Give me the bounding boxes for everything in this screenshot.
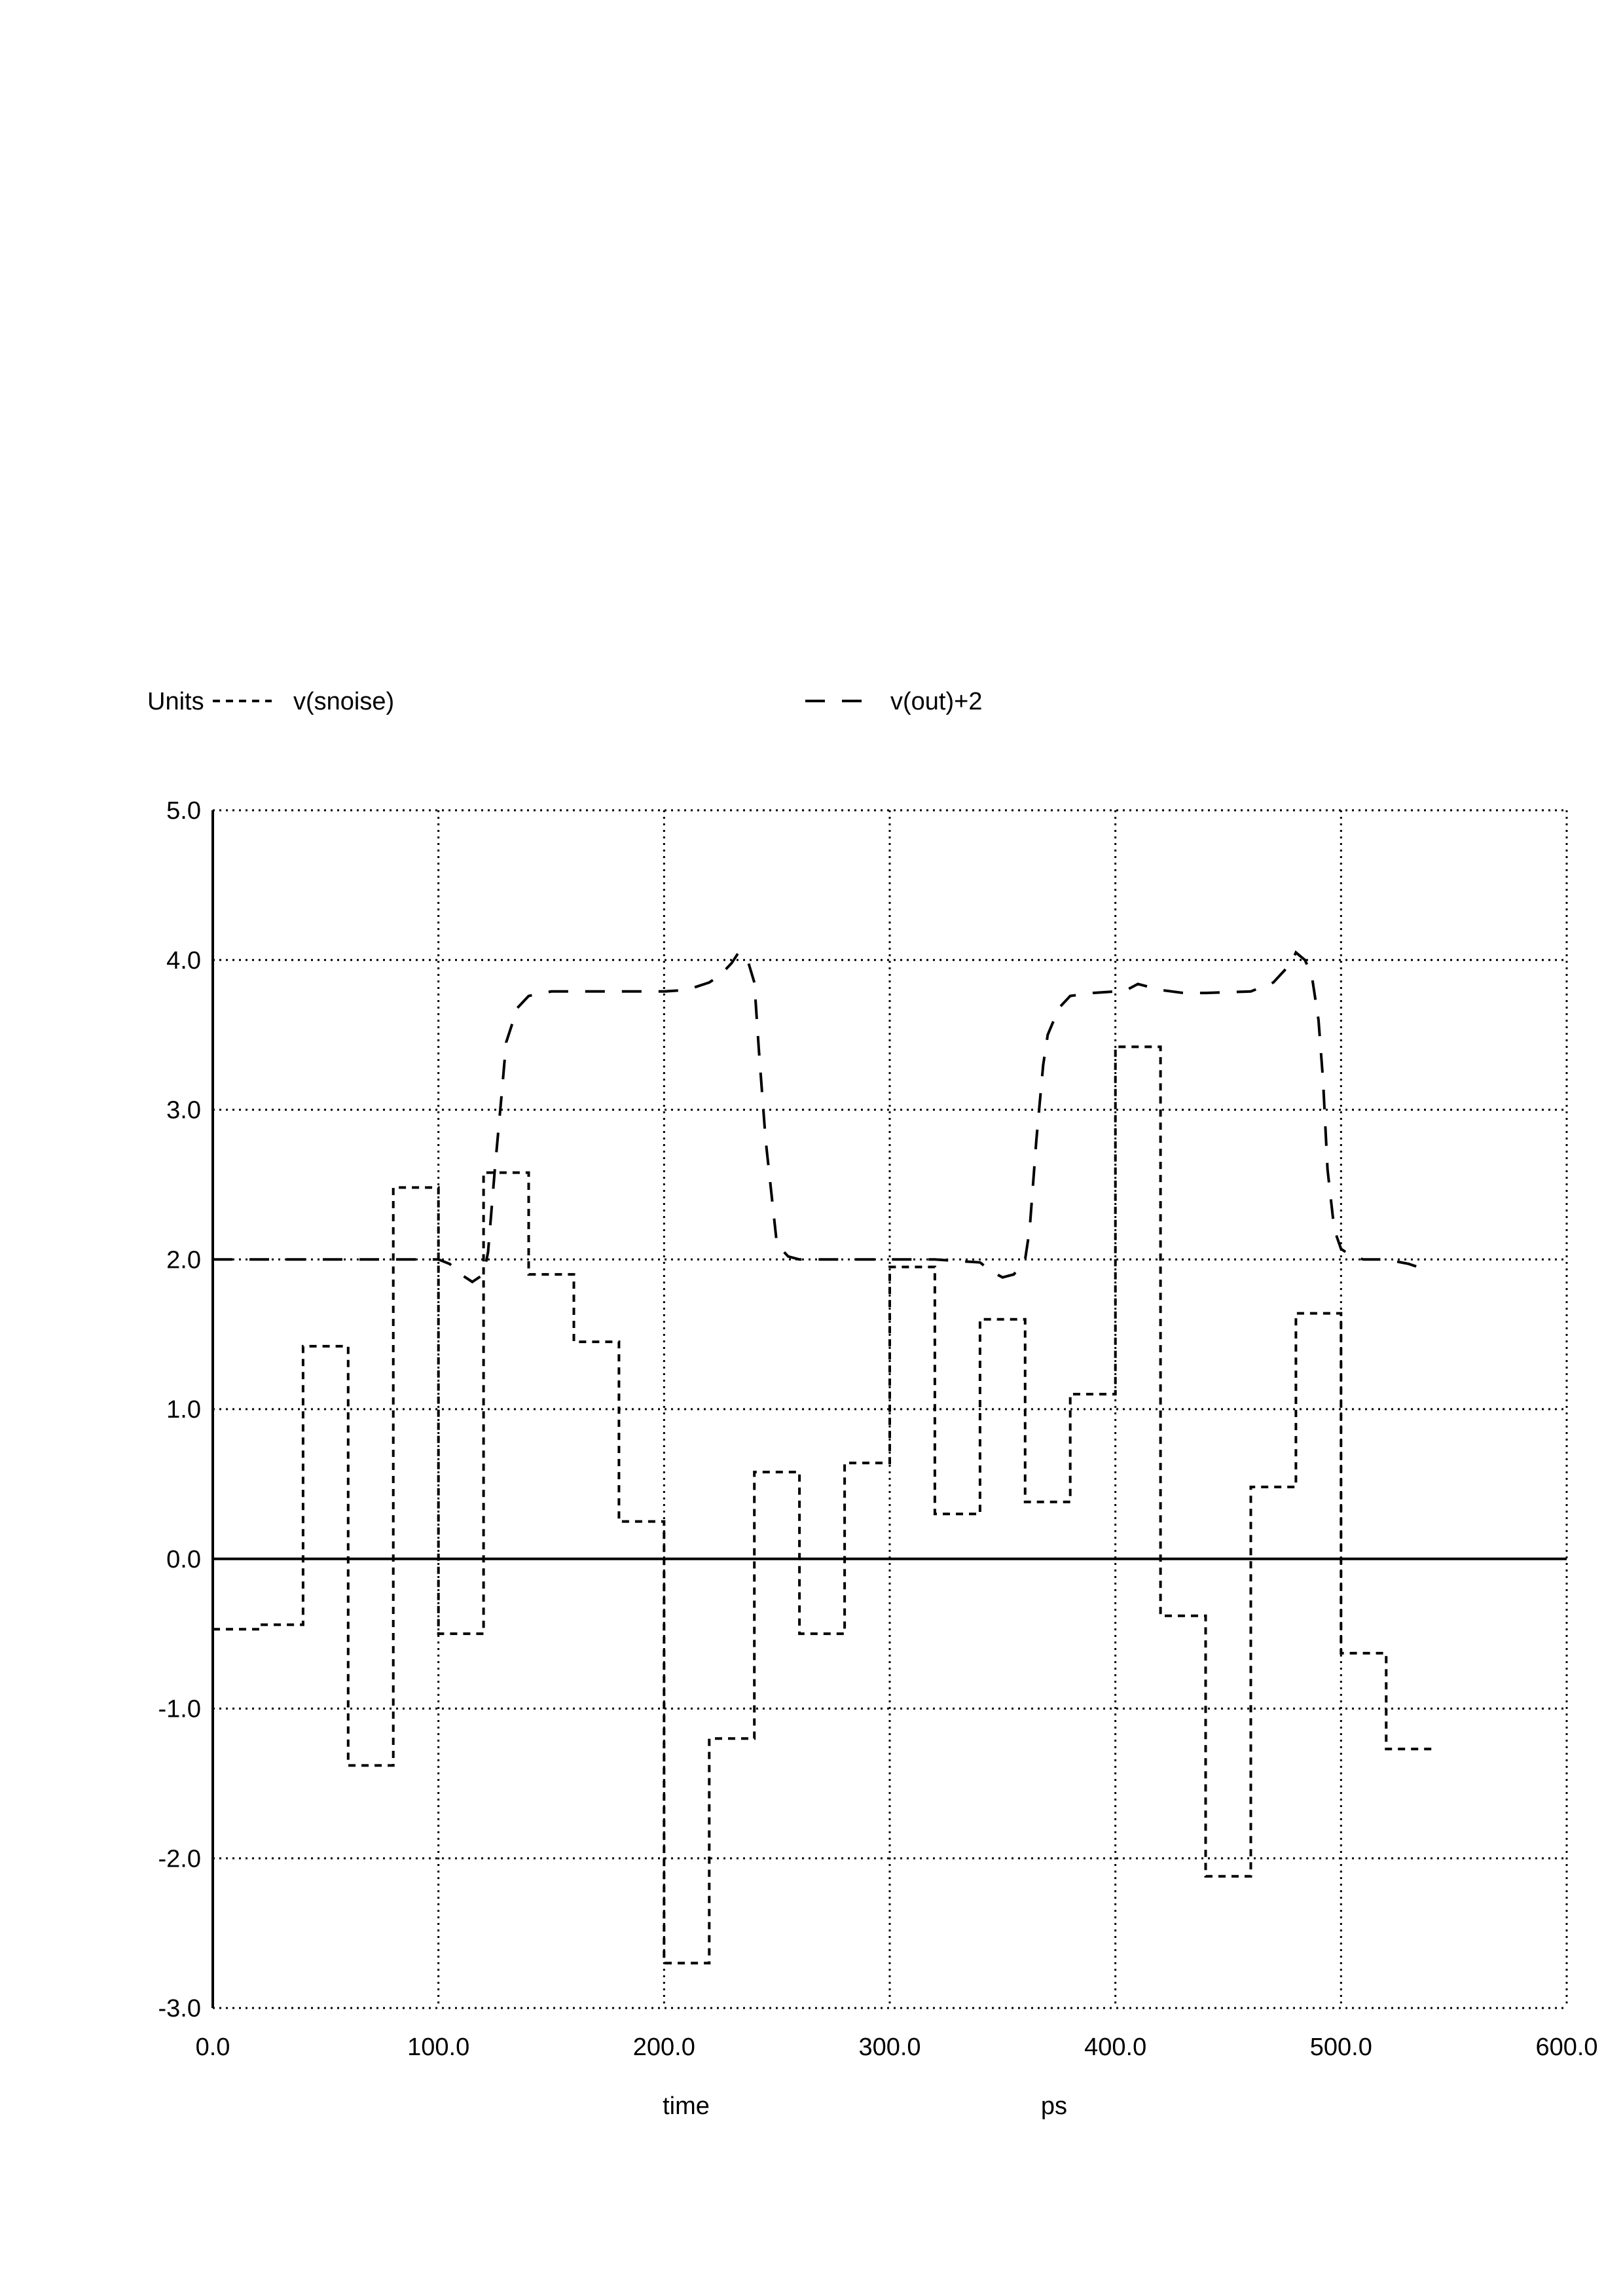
y-tick-label: -2.0 [158,1845,201,1873]
units-label: Units [147,688,204,715]
y-tick-label: 5.0 [166,797,201,825]
x-tick-label: 400.0 [1084,2034,1146,2061]
y-tick-labels: -3.0 -2.0 -1.0 0.0 1.0 2.0 3.0 4.0 5.0 [158,797,201,2022]
x-tick-label: 300.0 [858,2034,921,2061]
y-tick-label: 4.0 [166,947,201,975]
series-line-v-snoise [213,1045,1432,1965]
legend: Units v(snoise) v(out)+2 [147,688,982,715]
series-line-v-out [213,950,1432,1284]
series-lines [213,950,1432,1965]
x-axis-label: time [663,2092,710,2120]
x-tick-label: 600.0 [1535,2034,1597,2061]
y-tick-label: -3.0 [158,1995,201,2022]
x-tick-label: 100.0 [407,2034,469,2061]
x-axis-unit: ps [1041,2092,1067,2120]
x-tick-label: 500.0 [1310,2034,1372,2061]
y-tick-label: -1.0 [158,1696,201,1723]
x-tick-labels: 0.0 100.0 200.0 300.0 400.0 500.0 600.0 [196,2034,1598,2061]
legend-label-v-out: v(out)+2 [890,688,982,715]
y-tick-label: 3.0 [166,1097,201,1124]
y-tick-label: 0.0 [166,1546,201,1573]
legend-label-v-snoise: v(snoise) [293,688,394,715]
x-tick-label: 200.0 [633,2034,695,2061]
y-tick-label: 2.0 [166,1246,201,1274]
y-tick-label: 1.0 [166,1396,201,1424]
x-tick-label: 0.0 [196,2034,230,2061]
